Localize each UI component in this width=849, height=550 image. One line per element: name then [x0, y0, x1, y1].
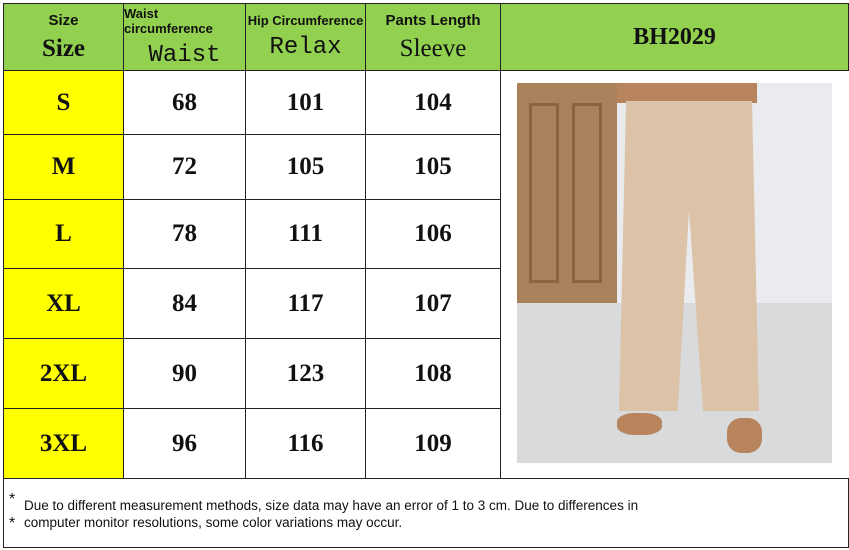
measurement-length: 109 [365, 408, 501, 479]
note-line-1: Due to different measurement methods, si… [24, 498, 639, 513]
product-code: BH2029 [500, 3, 849, 71]
size-label: L [3, 199, 124, 269]
header-size: Size Size [3, 3, 124, 71]
measurement-waist: 78 [123, 199, 246, 269]
size-label: 3XL [3, 408, 124, 479]
measurement-length: 108 [365, 338, 501, 409]
product-photo [517, 83, 832, 463]
measurement-hip: 116 [245, 408, 366, 479]
measurement-length: 105 [365, 134, 501, 200]
header-waist: Waist circumference Waist [123, 3, 246, 71]
measurement-waist: 90 [123, 338, 246, 409]
size-label: XL [3, 268, 124, 339]
measurement-hip: 105 [245, 134, 366, 200]
measurement-waist: 68 [123, 70, 246, 135]
measurement-waist: 84 [123, 268, 246, 339]
header-length: Pants Length Sleeve [365, 3, 501, 71]
measurement-waist: 72 [123, 134, 246, 200]
notes-box: * * Due to different measurement methods… [3, 478, 849, 548]
measurement-length: 104 [365, 70, 501, 135]
measurement-hip: 117 [245, 268, 366, 339]
measurement-hip: 123 [245, 338, 366, 409]
size-label: 2XL [3, 338, 124, 409]
measurement-length: 107 [365, 268, 501, 339]
measurement-hip: 101 [245, 70, 366, 135]
note-line-2: computer monitor resolutions, some color… [24, 515, 403, 530]
header-hip: Hip Circumference Relax [245, 3, 366, 71]
size-label: M [3, 134, 124, 200]
measurement-waist: 96 [123, 408, 246, 479]
measurement-length: 106 [365, 199, 501, 269]
size-label: S [3, 70, 124, 135]
measurement-hip: 111 [245, 199, 366, 269]
